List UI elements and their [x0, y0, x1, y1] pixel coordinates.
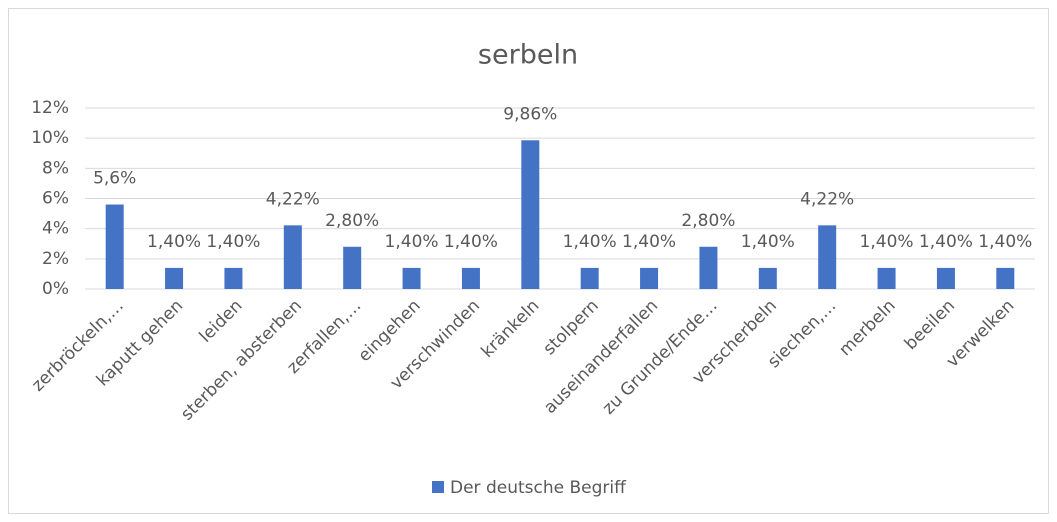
- bar: [818, 225, 837, 289]
- bar: [343, 246, 362, 289]
- data-label: 1,40%: [622, 232, 676, 252]
- bar: [877, 267, 896, 289]
- bar: [758, 267, 777, 289]
- data-label: 1,40%: [741, 232, 795, 252]
- data-label: 1,40%: [563, 232, 617, 252]
- bar: [283, 225, 302, 289]
- data-label: 4,22%: [800, 189, 854, 209]
- bar: [105, 204, 124, 289]
- data-label: 1,40%: [919, 232, 973, 252]
- data-label: 2,80%: [681, 211, 735, 231]
- data-label: 1,40%: [860, 232, 914, 252]
- bar: [461, 267, 480, 289]
- data-label: 5,6%: [93, 169, 136, 189]
- y-tick-label: 10%: [31, 128, 69, 148]
- data-label: 9,86%: [503, 104, 557, 124]
- bar: [224, 267, 243, 289]
- chart-title: serbeln: [478, 40, 578, 71]
- data-label: 1,40%: [147, 232, 201, 252]
- data-label: 1,40%: [385, 232, 439, 252]
- bar: [402, 267, 421, 289]
- y-tick-label: 4%: [42, 219, 69, 239]
- bar: [521, 140, 540, 289]
- y-tick-label: 2%: [42, 249, 69, 269]
- data-label: 2,80%: [325, 211, 379, 231]
- y-tick-label: 6%: [42, 189, 69, 209]
- data-label: 1,40%: [444, 232, 498, 252]
- bar: [165, 267, 184, 289]
- legend-label: Der deutsche Begriff: [450, 478, 627, 498]
- legend-swatch: [432, 481, 444, 493]
- y-tick-label: 0%: [42, 279, 69, 299]
- bar: [699, 246, 718, 289]
- y-tick-label: 8%: [42, 158, 69, 178]
- y-tick-label: 12%: [31, 98, 69, 118]
- bar: [580, 267, 599, 289]
- data-label: 1,40%: [206, 232, 260, 252]
- bar: [996, 267, 1015, 289]
- bar: [640, 267, 659, 289]
- data-label: 4,22%: [266, 189, 320, 209]
- data-label: 1,40%: [978, 232, 1032, 252]
- bar: [936, 267, 955, 289]
